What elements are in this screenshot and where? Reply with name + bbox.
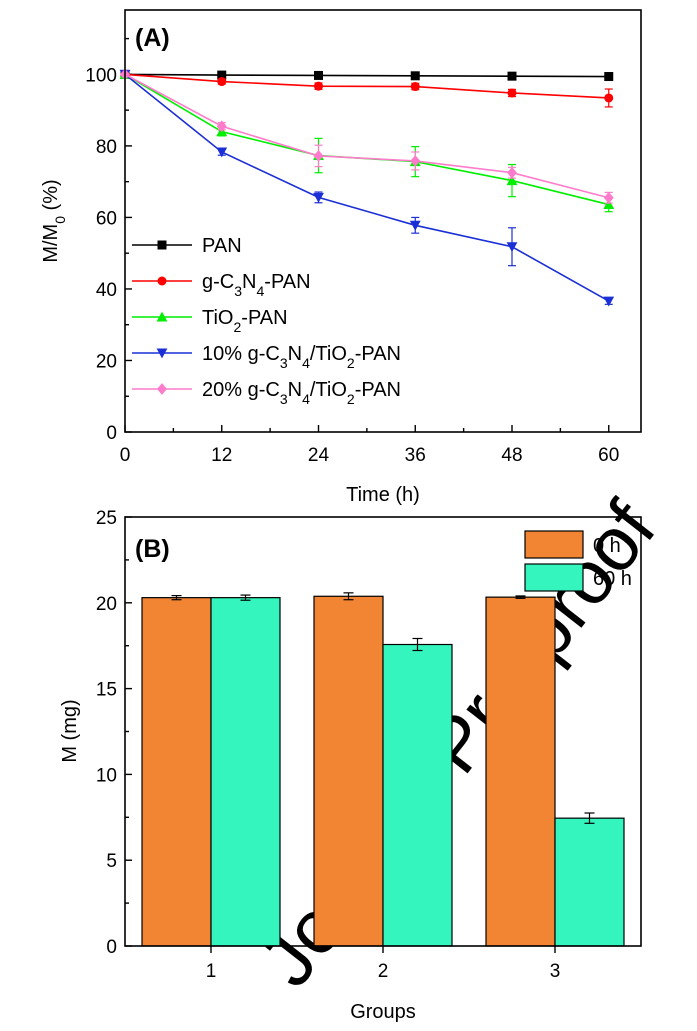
- panel-a-x-tick-label: 60: [598, 445, 619, 466]
- series-line: [124, 73, 610, 302]
- legend-label: g-C3N4-PAN: [202, 271, 311, 299]
- legend-entry-2: TiO2-PAN: [132, 307, 288, 335]
- panel-a-line-chart: 0 12 24 36 48 60 0 20 40 60 80 100 (A) Time (h) M/M…: [40, 9, 642, 506]
- panel-a-x-tick-label: 48: [501, 445, 522, 466]
- panel-b-x-tick-label: 3: [550, 961, 561, 982]
- data-point: [216, 120, 227, 133]
- series-3: [119, 69, 615, 307]
- series-line: [124, 73, 609, 199]
- data-point: [506, 175, 518, 186]
- panel-b-y-tick-label: 10: [96, 765, 117, 786]
- panel-a-y-tick-label: 80: [96, 137, 117, 158]
- panel-a-y-axis-title: M/M0 (%): [40, 179, 68, 262]
- data-point: [314, 70, 323, 80]
- panel-b-x-tick-label: 1: [206, 961, 217, 982]
- panel-a-x-tick-label: 12: [211, 445, 232, 466]
- panel-b-legend: 0 h 60 h: [524, 530, 632, 592]
- legend-entry-4: 20% g-C3N4/TiO2-PAN: [132, 379, 401, 407]
- panel-b-y-tick-label: 25: [96, 508, 117, 529]
- bar: [382, 643, 453, 947]
- legend-label: PAN: [202, 235, 242, 257]
- data-point: [410, 155, 421, 167]
- legend-marker: [157, 383, 167, 395]
- panel-b-bars: [141, 592, 625, 947]
- data-point: [313, 192, 324, 203]
- legend-entry-1: 60 h: [524, 563, 632, 592]
- panel-a-axes-frame: [124, 9, 642, 433]
- legend-label: 0 h: [593, 535, 621, 557]
- bar: [313, 595, 384, 947]
- legend-marker: [157, 276, 167, 286]
- legend-label: 60 h: [593, 568, 632, 590]
- panel-b-y-tick-label: 0: [106, 937, 117, 958]
- panel-b-axes-frame: [124, 516, 642, 947]
- panel-b-label: (B): [135, 535, 170, 563]
- panel-a-legend: PAN g-C3N4-PAN TiO2-PAN 10% g-C3N4/TiO2-PAN…: [132, 235, 401, 407]
- data-point: [604, 93, 614, 103]
- panel-b-y-tick-label: 20: [96, 594, 117, 615]
- bar: [485, 596, 556, 947]
- data-point: [507, 71, 517, 81]
- data-point: [217, 70, 227, 80]
- series-2: [119, 68, 615, 213]
- bar: [554, 817, 625, 947]
- legend-entry-3: 10% g-C3N4/TiO2-PAN: [132, 343, 401, 371]
- legend-label: 10% g-C3N4/TiO2-PAN: [202, 343, 401, 371]
- data-point: [506, 242, 518, 253]
- series-4: [120, 68, 614, 204]
- panel-a-y-tick-label: 40: [96, 280, 117, 301]
- series-line: [124, 73, 609, 78]
- data-point: [604, 72, 614, 82]
- legend-marker: [156, 311, 168, 322]
- legend-entry-0: PAN: [132, 235, 242, 257]
- data-point: [217, 77, 227, 87]
- panel-b-ticks: 0 5 10 15 20 25 1 2 3: [96, 508, 560, 982]
- panel-a-x-axis-title: Time (h): [346, 484, 420, 506]
- panel-a-label: (A): [135, 24, 170, 52]
- panel-a-y-tick-label: 20: [96, 351, 117, 372]
- panel-a-x-tick-label: 0: [120, 445, 131, 466]
- data-point: [507, 88, 517, 98]
- legend-entry-1: g-C3N4-PAN: [132, 271, 311, 299]
- panel-b-y-tick-label: 15: [96, 680, 117, 701]
- series-line: [124, 73, 609, 99]
- panel-b-x-axis-title: Groups: [350, 1001, 416, 1023]
- panel-b-x-tick-label: 2: [378, 961, 389, 982]
- legend-label: 20% g-C3N4/TiO2-PAN: [202, 379, 401, 407]
- legend-label: TiO2-PAN: [202, 307, 288, 335]
- bar: [210, 597, 281, 947]
- panel-a-x-tick-label: 36: [405, 445, 426, 466]
- legend-entry-0: 0 h: [524, 530, 621, 559]
- panel-b-y-axis-title: M (mg): [59, 699, 81, 762]
- series-1: [120, 69, 614, 108]
- panel-b-y-tick-label: 5: [106, 851, 117, 872]
- data-point: [409, 220, 421, 231]
- data-point: [314, 81, 323, 91]
- bar: [141, 597, 212, 947]
- panel-a-y-tick-label: 100: [85, 65, 117, 86]
- legend-swatch: [524, 530, 584, 559]
- legend-marker: [156, 348, 168, 359]
- data-point: [410, 71, 420, 81]
- data-point: [216, 147, 228, 158]
- panel-a-x-tick-label: 24: [308, 445, 330, 466]
- legend-marker: [157, 240, 167, 250]
- panel-a-y-tick-label: 0: [106, 423, 117, 444]
- legend-swatch: [524, 563, 584, 592]
- data-point: [603, 199, 615, 210]
- panel-a-series: [119, 68, 615, 307]
- data-point: [603, 296, 615, 307]
- panel-a-y-tick-label: 60: [96, 208, 117, 229]
- panel-b-bar-chart: 0 5 10 15 20 25 1 2 3 (B) Groups M (mg) 0 h 60 h: [59, 508, 642, 1023]
- data-point: [313, 150, 324, 162]
- data-point: [507, 166, 517, 179]
- data-point: [603, 191, 614, 204]
- data-point: [410, 82, 420, 92]
